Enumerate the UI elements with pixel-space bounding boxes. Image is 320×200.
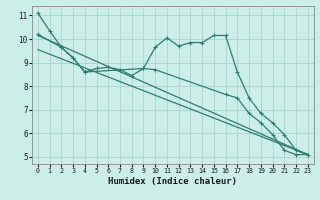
X-axis label: Humidex (Indice chaleur): Humidex (Indice chaleur) [108, 177, 237, 186]
